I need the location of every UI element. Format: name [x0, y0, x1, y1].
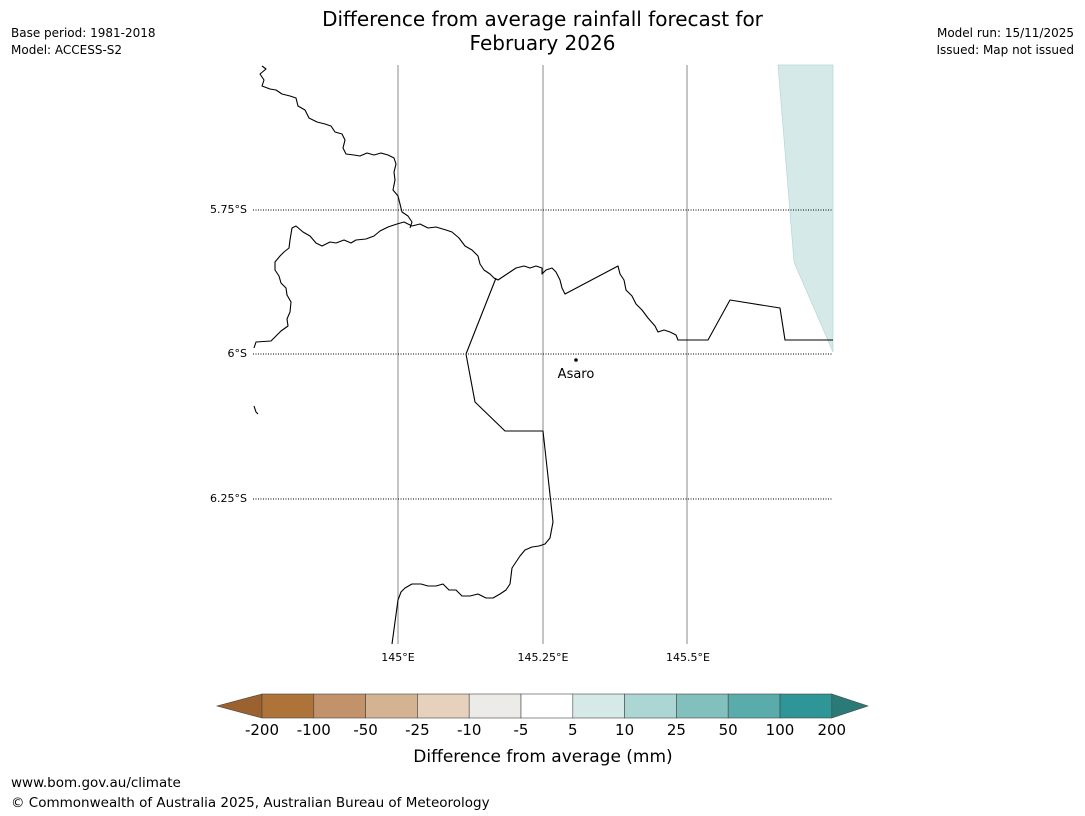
info-right: Model run: 15/11/2025 Issued: Map not is…	[936, 25, 1074, 59]
boundary-north-west	[259, 65, 413, 229]
colorbar-tick-label: -100	[297, 721, 331, 739]
colorbar-segment	[365, 693, 418, 719]
colorbar-segment	[624, 693, 677, 719]
map-title: Difference from average rainfall forecas…	[0, 7, 1085, 55]
footer-url: www.bom.gov.au/climate	[11, 775, 181, 791]
colorbar-tick-label: 100	[766, 721, 795, 739]
lat-label-6-25: 6.25°S	[210, 492, 247, 505]
footer-copyright: © Commonwealth of Australia 2025, Austra…	[11, 795, 490, 811]
rain-shade-region	[777, 64, 834, 353]
colorbar-extend-low	[215, 693, 263, 719]
boundary-lines	[253, 65, 833, 645]
colorbar-tick-label: 200	[817, 721, 846, 739]
colorbar-segment	[727, 693, 781, 719]
lon-label-145-5: 145.5°E	[666, 651, 710, 664]
colorbar-extend-high	[831, 693, 869, 719]
colorbar-tick-label: 25	[667, 721, 686, 739]
lat-label-6: 6°S	[228, 347, 247, 360]
lon-label-145-25: 145.25°E	[518, 651, 569, 664]
boundary-south	[391, 277, 554, 645]
colorbar-segment	[468, 693, 522, 719]
boundary-west-fragment	[253, 405, 259, 415]
colorbar-tick-label: -50	[353, 721, 378, 739]
base-period-text: Base period: 1981-2018	[11, 26, 156, 40]
info-left: Base period: 1981-2018 Model: ACCESS-S2	[11, 25, 156, 59]
colorbar-tick-label: -200	[245, 721, 279, 739]
title-line-1: Difference from average rainfall forecas…	[322, 7, 763, 31]
colorbar-segment	[520, 693, 574, 719]
model-run-text: Model run: 15/11/2025	[936, 26, 1074, 40]
place-label-asaro: Asaro	[558, 367, 595, 382]
colorbar-tick-label: -10	[457, 721, 482, 739]
colorbar-segment	[417, 693, 470, 719]
colorbar-tick-label: -25	[405, 721, 430, 739]
issued-text: Issued: Map not issued	[936, 43, 1074, 57]
boundary-central-ridge	[253, 221, 833, 349]
colorbar-segment	[676, 693, 729, 719]
colorbar-tick-label: -5	[514, 721, 529, 739]
footer: www.bom.gov.au/climate © Commonwealth of…	[11, 773, 490, 813]
colorbar-segment	[572, 693, 625, 719]
colorbar-segment	[779, 693, 833, 719]
title-line-2: February 2026	[469, 31, 616, 55]
colorbar-tick-label: 50	[719, 721, 738, 739]
colorbar-segment	[313, 693, 366, 719]
colorbar-tick-label: 5	[568, 721, 578, 739]
lon-label-145: 145°E	[381, 651, 414, 664]
colorbar-tick-label: 10	[615, 721, 634, 739]
asaro-marker	[574, 358, 578, 362]
colorbar-title: Difference from average (mm)	[413, 747, 672, 767]
colorbar	[215, 693, 869, 719]
model-text: Model: ACCESS-S2	[11, 43, 123, 57]
colorbar-labels: -200 -100 -50 -25 -10 -5 5 10 25 50 100 200	[245, 721, 846, 739]
colorbar-segment	[261, 693, 315, 719]
lat-label-5-75: 5.75°S	[210, 203, 247, 216]
